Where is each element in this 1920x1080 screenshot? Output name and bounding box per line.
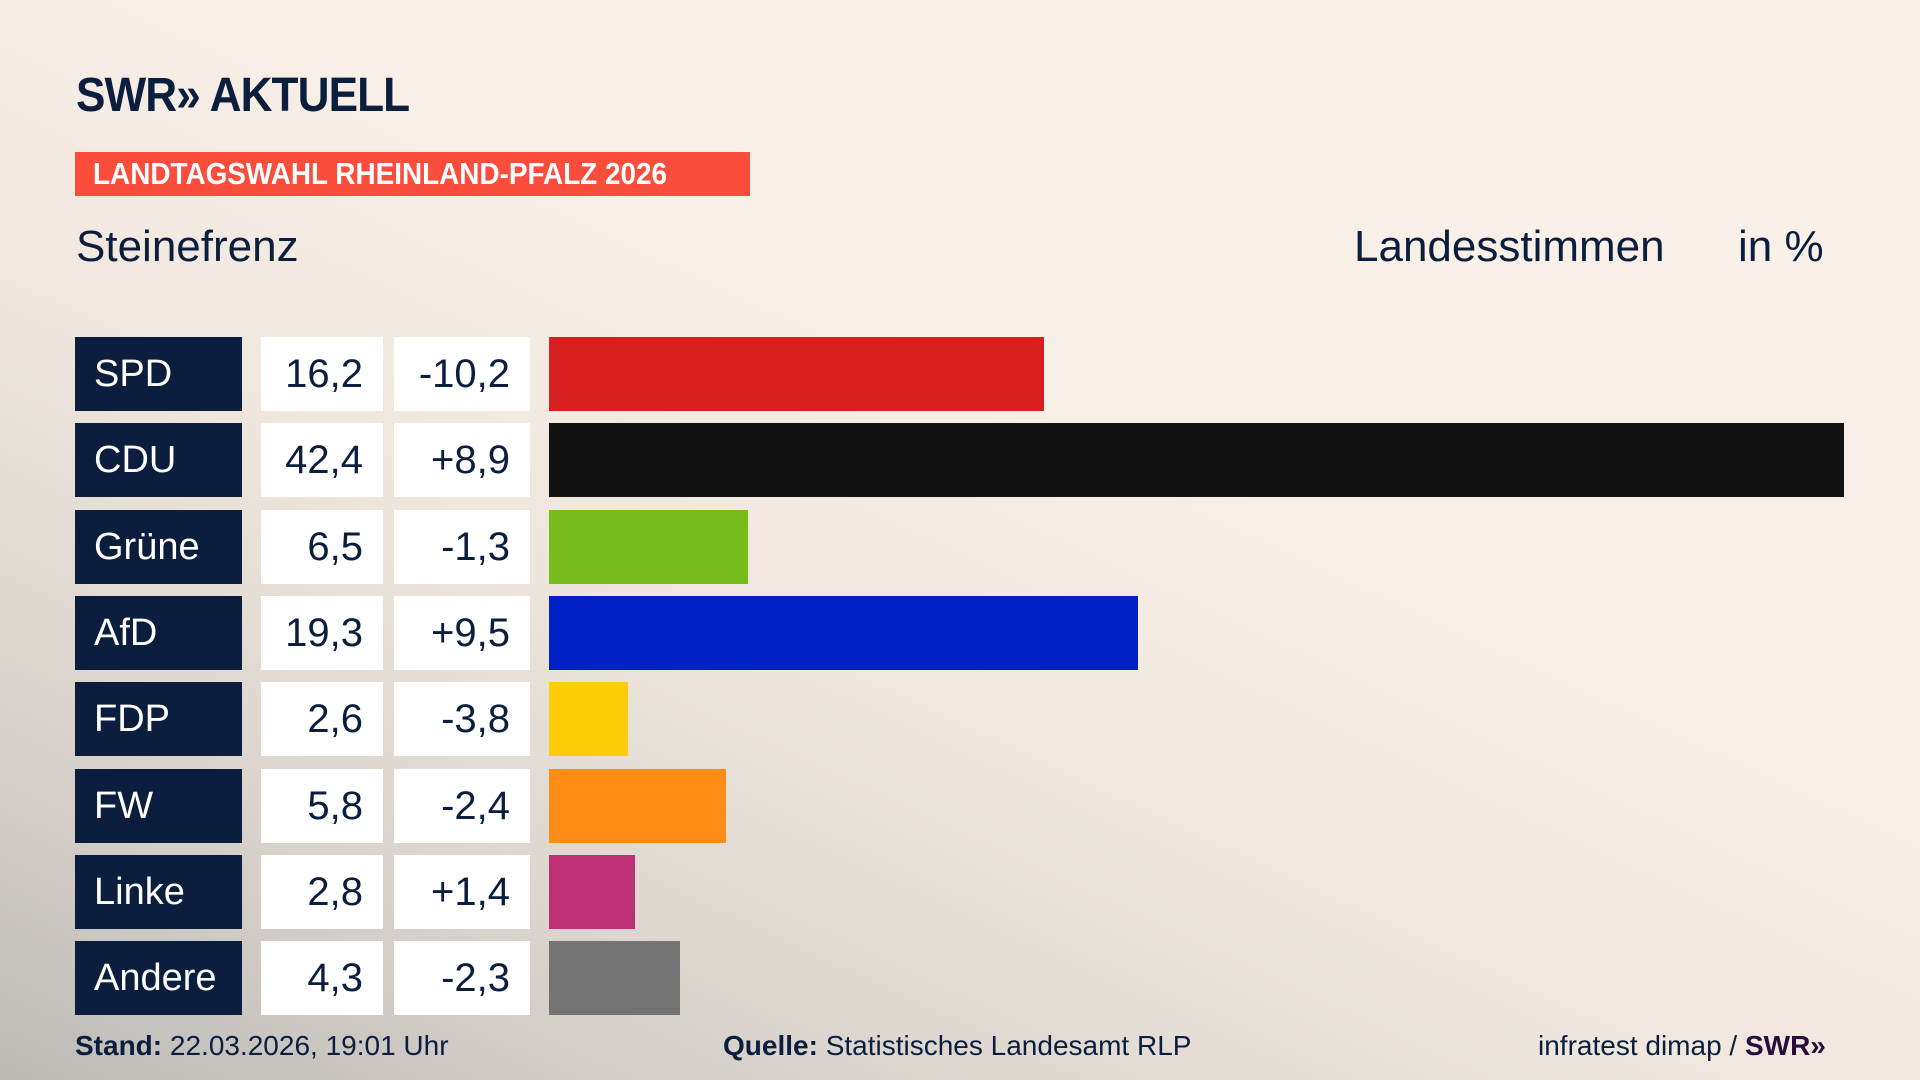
bar-linke <box>549 854 635 929</box>
party-label: CDU <box>75 423 242 498</box>
value-label: 5,8 <box>261 768 383 843</box>
value-label: 16,2 <box>261 337 383 411</box>
bar-fdp <box>549 682 629 757</box>
unit-label: in % <box>1738 222 1824 271</box>
bar-grüne <box>549 509 748 584</box>
stand-value: 22.03.2026, 19:01 Uhr <box>169 1030 449 1061</box>
stand-label: Stand: <box>75 1030 163 1061</box>
party-label: FDP <box>75 682 242 757</box>
source-value: Statistisches Landesamt RLP <box>825 1030 1192 1061</box>
value-label: 2,6 <box>261 682 383 757</box>
party-label: AfD <box>75 595 242 670</box>
footer-stand: Stand: 22.03.2026, 19:01 Uhr <box>75 1030 449 1062</box>
party-label: Linke <box>75 854 242 929</box>
measure-label: Landesstimmen <box>1354 222 1665 271</box>
bar-cdu <box>549 423 1844 498</box>
party-label: Grüne <box>75 509 242 584</box>
diff-label: -10,2 <box>394 337 530 411</box>
diff-label: -3,8 <box>394 682 530 757</box>
diff-label: +9,5 <box>394 595 530 670</box>
footer-credit: infratest dimap / SWR» <box>1538 1030 1826 1062</box>
place-title: Steinefrenz <box>76 222 299 271</box>
diff-label: -2,3 <box>394 941 530 1016</box>
banner-text: LANDTAGSWAHL RHEINLAND-PFALZ 2026 <box>93 156 668 191</box>
value-label: 4,3 <box>261 941 383 1016</box>
swr-aktuell-logo: SWR» AKTUELL <box>76 69 410 122</box>
diff-label: -2,4 <box>394 768 530 843</box>
value-label: 2,8 <box>261 854 383 929</box>
value-label: 6,5 <box>261 509 383 584</box>
diff-label: +8,9 <box>394 423 530 498</box>
value-label: 42,4 <box>261 423 383 498</box>
election-banner: LANDTAGSWAHL RHEINLAND-PFALZ 2026 <box>75 152 750 196</box>
party-label: SPD <box>75 337 242 411</box>
party-label: FW <box>75 768 242 843</box>
diff-label: -1,3 <box>394 509 530 584</box>
footer-source: Quelle: Statistisches Landesamt RLP <box>723 1030 1191 1062</box>
diff-label: +1,4 <box>394 854 530 929</box>
party-label: Andere <box>75 941 242 1016</box>
swr-logo: SWR» <box>1744 1030 1826 1061</box>
value-label: 19,3 <box>261 595 383 670</box>
bar-fw <box>549 768 727 843</box>
credit-text: infratest dimap / <box>1538 1030 1738 1061</box>
bar-spd <box>549 337 1044 411</box>
source-label: Quelle: <box>723 1030 818 1061</box>
bar-andere <box>549 941 681 1016</box>
bar-afd <box>549 595 1139 670</box>
